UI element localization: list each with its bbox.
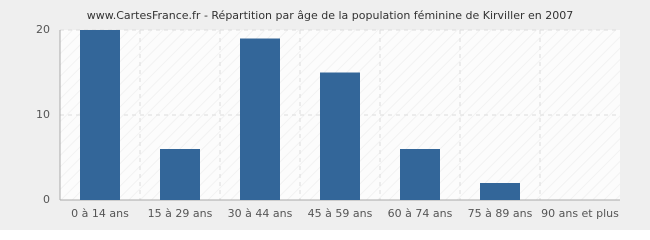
x-tick-label: 75 à 89 ans [468,207,533,220]
x-tick-label: 0 à 14 ans [71,207,129,220]
x-tick-label: 15 à 29 ans [148,207,213,220]
bar [80,30,120,200]
y-tick-label: 10 [36,108,50,121]
x-tick-label: 45 à 59 ans [308,207,373,220]
y-tick-label: 20 [36,23,50,36]
bar [320,72,360,200]
x-tick-label: 60 à 74 ans [388,207,453,220]
bar [400,149,440,200]
chart-title: www.CartesFrance.fr - Répartition par âg… [87,9,573,22]
x-tick-label: 90 ans et plus [541,207,619,220]
bar [160,149,200,200]
y-tick-label: 0 [43,193,50,206]
chart: www.CartesFrance.fr - Répartition par âg… [0,0,650,230]
x-tick-label: 30 à 44 ans [228,207,293,220]
bar [480,183,520,200]
bar [240,38,280,200]
